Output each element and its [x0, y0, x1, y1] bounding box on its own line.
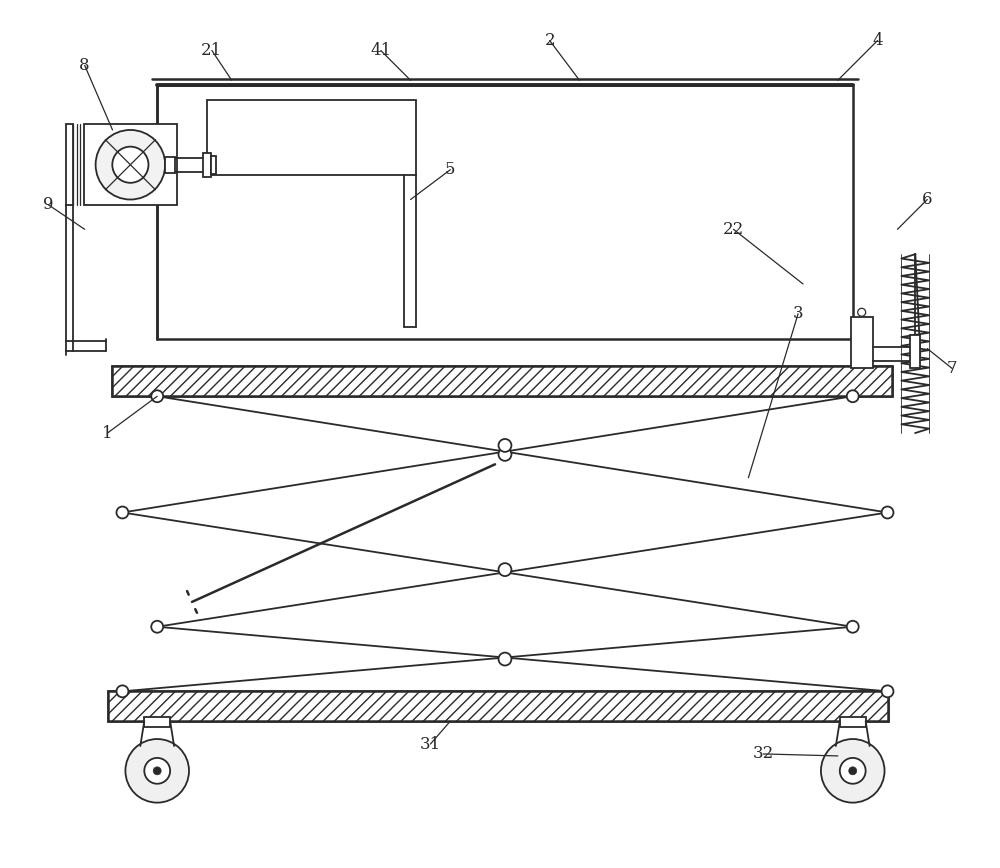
Bar	[112, 366, 892, 397]
Bar	[851, 317, 873, 368]
Circle shape	[144, 758, 170, 784]
Bar	[910, 335, 920, 368]
Bar	[84, 124, 177, 206]
Circle shape	[116, 507, 128, 518]
Text: 41: 41	[370, 42, 391, 59]
Text: 3: 3	[793, 306, 803, 322]
Bar	[211, 155, 216, 174]
Circle shape	[125, 739, 189, 803]
Text: 21: 21	[201, 42, 222, 59]
Circle shape	[112, 147, 148, 183]
Circle shape	[840, 758, 866, 784]
Text: 32: 32	[753, 746, 774, 762]
Circle shape	[153, 766, 161, 775]
Circle shape	[116, 686, 128, 697]
Circle shape	[882, 686, 893, 697]
Text: 2: 2	[544, 32, 555, 49]
Text: 4: 4	[872, 32, 883, 49]
Circle shape	[849, 766, 857, 775]
Bar	[165, 157, 175, 173]
Bar	[840, 717, 866, 727]
Circle shape	[499, 448, 511, 461]
Text: 1: 1	[102, 424, 113, 442]
Bar	[66, 124, 73, 206]
Text: 9: 9	[43, 196, 53, 213]
Text: 22: 22	[723, 220, 744, 238]
Circle shape	[499, 563, 511, 576]
Circle shape	[882, 507, 893, 518]
Bar	[157, 85, 853, 339]
Bar	[144, 717, 170, 727]
Circle shape	[858, 308, 866, 316]
Circle shape	[499, 439, 511, 452]
Circle shape	[847, 391, 859, 402]
Circle shape	[96, 130, 165, 200]
Circle shape	[499, 653, 511, 666]
Bar	[203, 153, 211, 177]
Circle shape	[847, 621, 859, 633]
Bar	[207, 100, 416, 174]
Circle shape	[151, 621, 163, 633]
Text: 5: 5	[445, 161, 456, 178]
Bar	[112, 366, 892, 397]
Bar	[108, 691, 888, 721]
Text: 6: 6	[922, 191, 932, 208]
Bar	[108, 691, 888, 721]
Circle shape	[151, 391, 163, 402]
Text: 7: 7	[947, 360, 957, 377]
Text: 31: 31	[420, 735, 441, 753]
Text: 8: 8	[79, 57, 90, 74]
Circle shape	[821, 739, 885, 803]
